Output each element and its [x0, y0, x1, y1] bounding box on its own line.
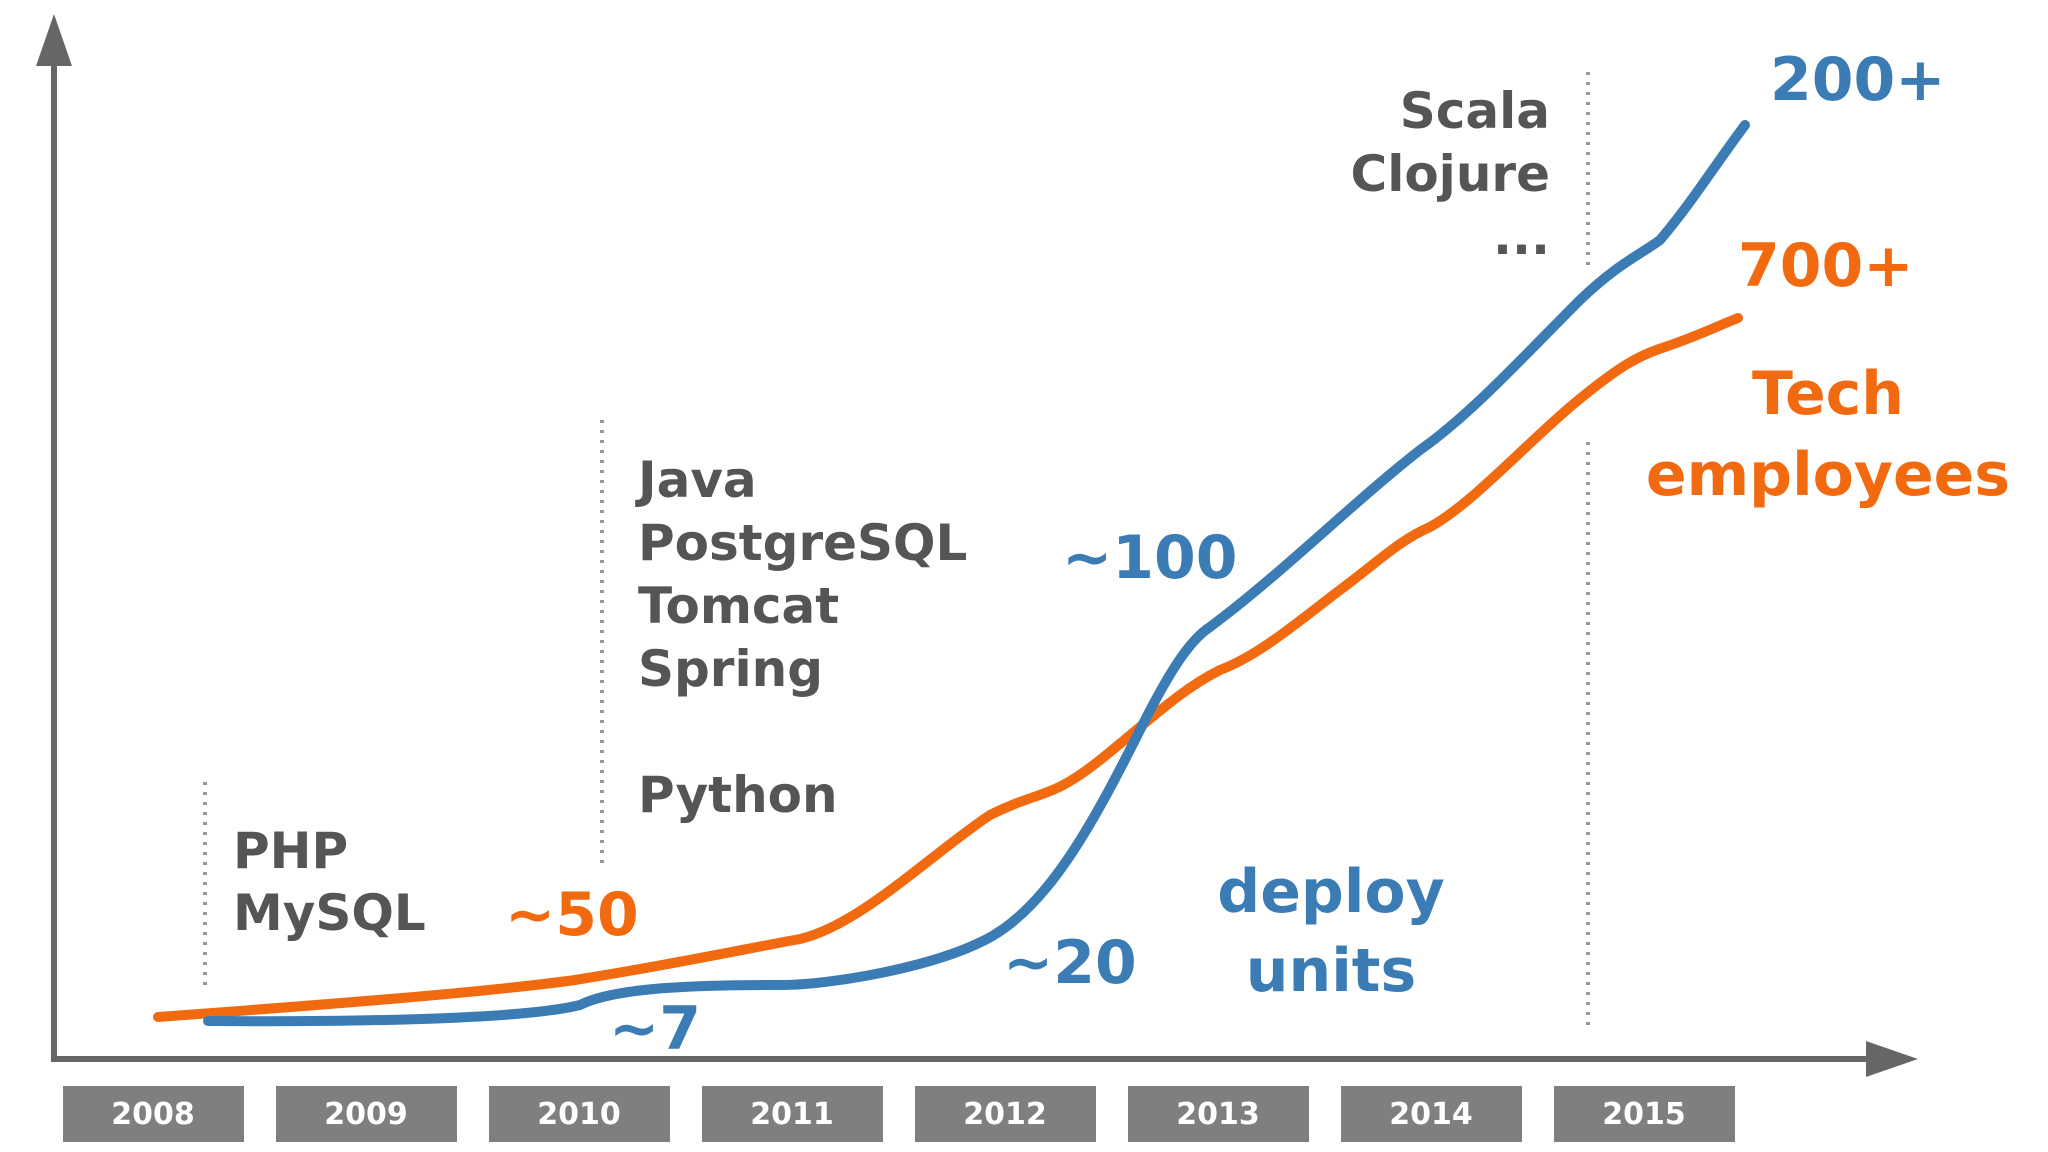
- axes: [36, 14, 1918, 1077]
- series-name-deploy-units: deploy units: [1217, 857, 1445, 1006]
- tech-label: ...: [1493, 208, 1550, 266]
- series-name-line: deploy: [1217, 857, 1445, 927]
- x-tick-label: 2009: [324, 1097, 408, 1132]
- data-label-deploy-100: ~100: [1062, 523, 1238, 593]
- series-name-tech-employees: Tech employees: [1646, 359, 2010, 510]
- tech-annotation-2008: PHP MySQL: [233, 822, 426, 942]
- data-label-deploy-200: 200+: [1770, 45, 1946, 115]
- tech-label: Tomcat: [638, 577, 839, 635]
- tech-label: Java: [635, 451, 757, 509]
- data-label-deploy-7: ~7: [609, 994, 701, 1064]
- x-axis-arrow: [1866, 1041, 1918, 1077]
- x-tick-label: 2014: [1389, 1097, 1473, 1132]
- year-box: [276, 1086, 457, 1142]
- series-name-line: Tech: [1752, 359, 1904, 429]
- x-tick-label: 2010: [537, 1097, 621, 1132]
- year-box: [63, 1086, 244, 1142]
- x-tick-label: 2012: [963, 1097, 1047, 1132]
- tech-label: Clojure: [1351, 145, 1551, 203]
- tech-label: Python: [638, 766, 838, 824]
- year-box: [1128, 1086, 1309, 1142]
- era-separators: [203, 72, 1590, 1030]
- x-tick-label: 2011: [750, 1097, 834, 1132]
- year-box: [702, 1086, 883, 1142]
- x-tick-label: 2015: [1602, 1097, 1686, 1132]
- series-name-line: units: [1246, 936, 1416, 1006]
- data-label-deploy-20: ~20: [1003, 928, 1137, 998]
- tech-label: PostgreSQL: [638, 514, 967, 572]
- tech-label: MySQL: [233, 884, 426, 942]
- year-box: [489, 1086, 670, 1142]
- tech-annotation-2010: Java PostgreSQL Tomcat Spring Python: [635, 451, 967, 824]
- data-label-tech-50: ~50: [505, 880, 639, 950]
- tech-label: Spring: [638, 640, 823, 698]
- tech-annotation-2015: Scala Clojure ...: [1351, 82, 1551, 266]
- x-tick-label: 2008: [111, 1097, 195, 1132]
- year-axis: 2008 2009 2010 2011 2012 2013 2014 2015: [63, 1086, 1735, 1142]
- series-line-deploy-units: [203, 120, 1750, 1027]
- data-label-tech-700: 700+: [1738, 231, 1914, 301]
- tech-label: Scala: [1400, 82, 1550, 140]
- tech-label: PHP: [233, 822, 348, 880]
- x-tick-label: 2013: [1176, 1097, 1260, 1132]
- series-name-line: employees: [1646, 440, 2010, 510]
- year-box: [915, 1086, 1096, 1142]
- y-axis-arrow: [36, 14, 72, 66]
- year-box: [1554, 1086, 1735, 1142]
- year-box: [1341, 1086, 1522, 1142]
